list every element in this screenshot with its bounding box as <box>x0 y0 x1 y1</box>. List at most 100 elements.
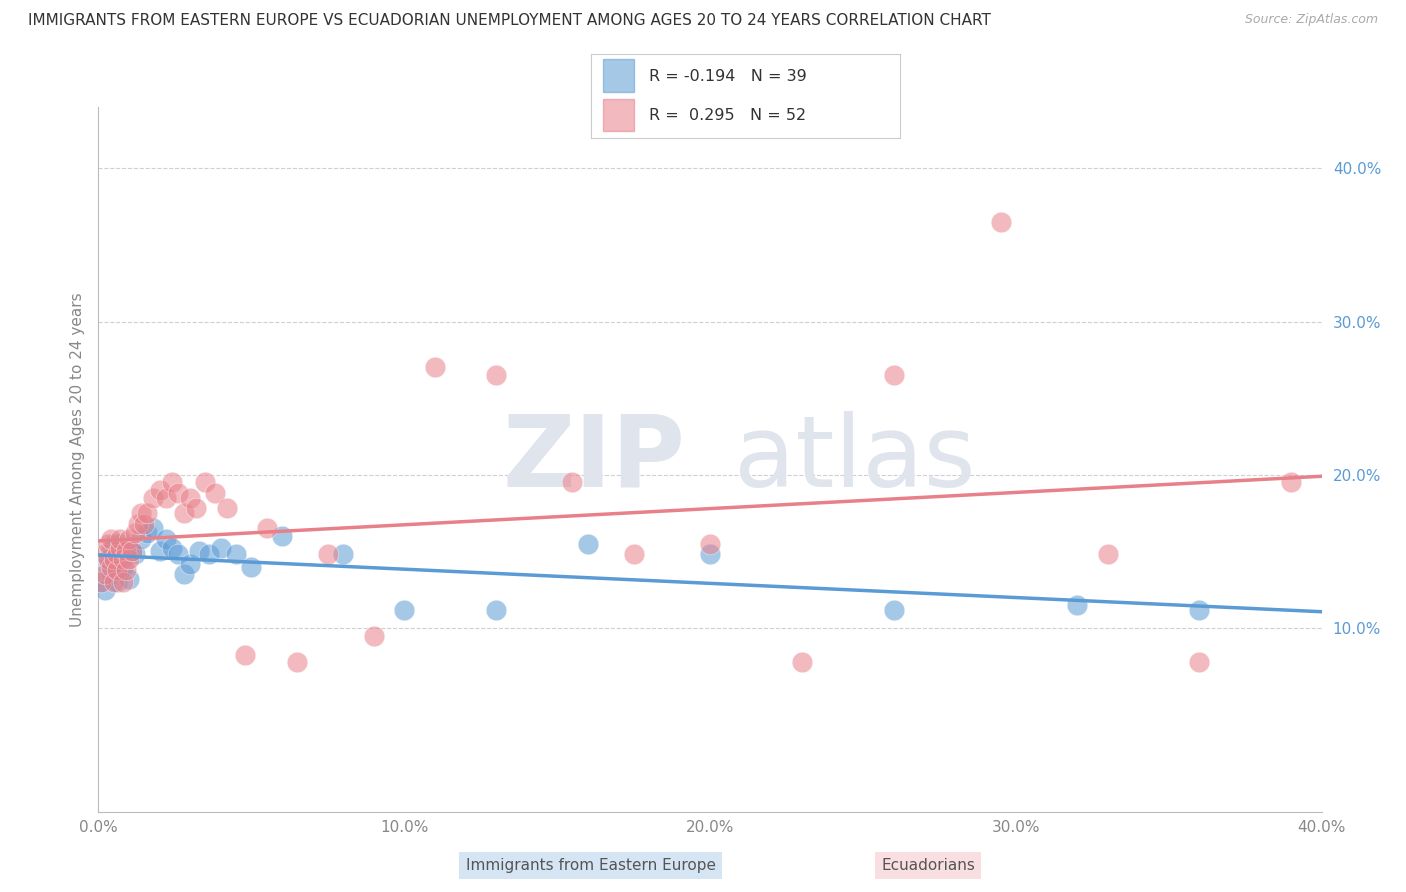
Point <box>142 491 165 505</box>
Point <box>118 532 141 546</box>
Point <box>115 547 138 561</box>
Point <box>167 486 190 500</box>
Text: Source: ZipAtlas.com: Source: ZipAtlas.com <box>1244 13 1378 27</box>
Point <box>111 574 134 589</box>
Point <box>285 655 308 669</box>
Point <box>115 544 138 558</box>
Point <box>186 501 208 516</box>
Point <box>1066 598 1088 612</box>
Point <box>97 559 120 574</box>
Point <box>97 552 120 566</box>
Point <box>105 552 128 566</box>
Point <box>100 559 122 574</box>
Point <box>93 567 115 582</box>
Point <box>209 541 232 556</box>
Point <box>136 506 159 520</box>
Point <box>118 572 141 586</box>
Point <box>485 368 508 383</box>
Point <box>883 368 905 383</box>
Point <box>136 525 159 540</box>
Point <box>699 536 721 550</box>
Point <box>576 536 599 550</box>
Point <box>127 516 149 531</box>
Point <box>194 475 217 490</box>
Point <box>121 544 143 558</box>
Point <box>256 521 278 535</box>
Point <box>124 547 146 561</box>
Point <box>103 552 125 566</box>
Point <box>1188 602 1211 616</box>
Point <box>149 483 172 497</box>
Point <box>155 491 177 505</box>
Point <box>225 547 247 561</box>
Point <box>105 574 128 589</box>
Point <box>173 567 195 582</box>
Point <box>103 552 125 566</box>
Point <box>90 574 112 589</box>
Point <box>173 506 195 520</box>
Point <box>167 547 190 561</box>
Point <box>115 563 138 577</box>
Point <box>204 486 226 500</box>
Point <box>134 516 156 531</box>
Point <box>103 574 125 589</box>
Point <box>108 536 131 550</box>
Point <box>118 552 141 566</box>
Point <box>160 475 183 490</box>
Point <box>142 521 165 535</box>
Point <box>179 491 201 505</box>
Point <box>108 541 131 556</box>
Point <box>103 536 125 550</box>
Bar <box>603 99 634 131</box>
Point <box>149 544 172 558</box>
Point <box>105 563 128 577</box>
Point <box>1097 547 1119 561</box>
Text: ZIP: ZIP <box>503 411 686 508</box>
Point <box>392 602 416 616</box>
Point <box>188 544 211 558</box>
Point <box>1279 475 1302 490</box>
Point <box>105 547 128 561</box>
Point <box>197 547 219 561</box>
Point <box>240 559 263 574</box>
Point <box>124 525 146 540</box>
Point <box>332 547 354 561</box>
Text: R = -0.194   N = 39: R = -0.194 N = 39 <box>650 69 807 84</box>
Point <box>129 532 152 546</box>
Point <box>270 529 292 543</box>
Point <box>179 557 201 571</box>
Point <box>363 628 385 642</box>
Point <box>93 547 115 561</box>
Point <box>160 541 183 556</box>
Point <box>883 602 905 616</box>
Point <box>1188 655 1211 669</box>
Point <box>316 547 339 561</box>
Point <box>97 536 120 550</box>
Point <box>485 602 508 616</box>
Point <box>129 506 152 520</box>
Point <box>233 648 256 663</box>
Point <box>623 547 645 561</box>
Text: Immigrants from Eastern Europe: Immigrants from Eastern Europe <box>465 858 716 872</box>
Y-axis label: Unemployment Among Ages 20 to 24 years: Unemployment Among Ages 20 to 24 years <box>69 292 84 627</box>
Text: IMMIGRANTS FROM EASTERN EUROPE VS ECUADORIAN UNEMPLOYMENT AMONG AGES 20 TO 24 YE: IMMIGRANTS FROM EASTERN EUROPE VS ECUADO… <box>28 13 991 29</box>
Point <box>108 532 131 546</box>
Text: atlas: atlas <box>734 411 976 508</box>
Bar <box>603 60 634 92</box>
Text: Ecuadorians: Ecuadorians <box>882 858 974 872</box>
Point <box>100 567 122 582</box>
Point <box>97 552 120 566</box>
Point <box>155 532 177 546</box>
Point <box>215 501 238 516</box>
Point <box>90 574 112 589</box>
Point <box>100 544 122 558</box>
Point <box>111 559 134 574</box>
Point <box>121 544 143 558</box>
Point <box>699 547 721 561</box>
Point <box>990 215 1012 229</box>
Point <box>93 582 115 597</box>
Point <box>100 532 122 546</box>
Point <box>423 360 446 375</box>
Point <box>561 475 583 490</box>
Point <box>790 655 813 669</box>
